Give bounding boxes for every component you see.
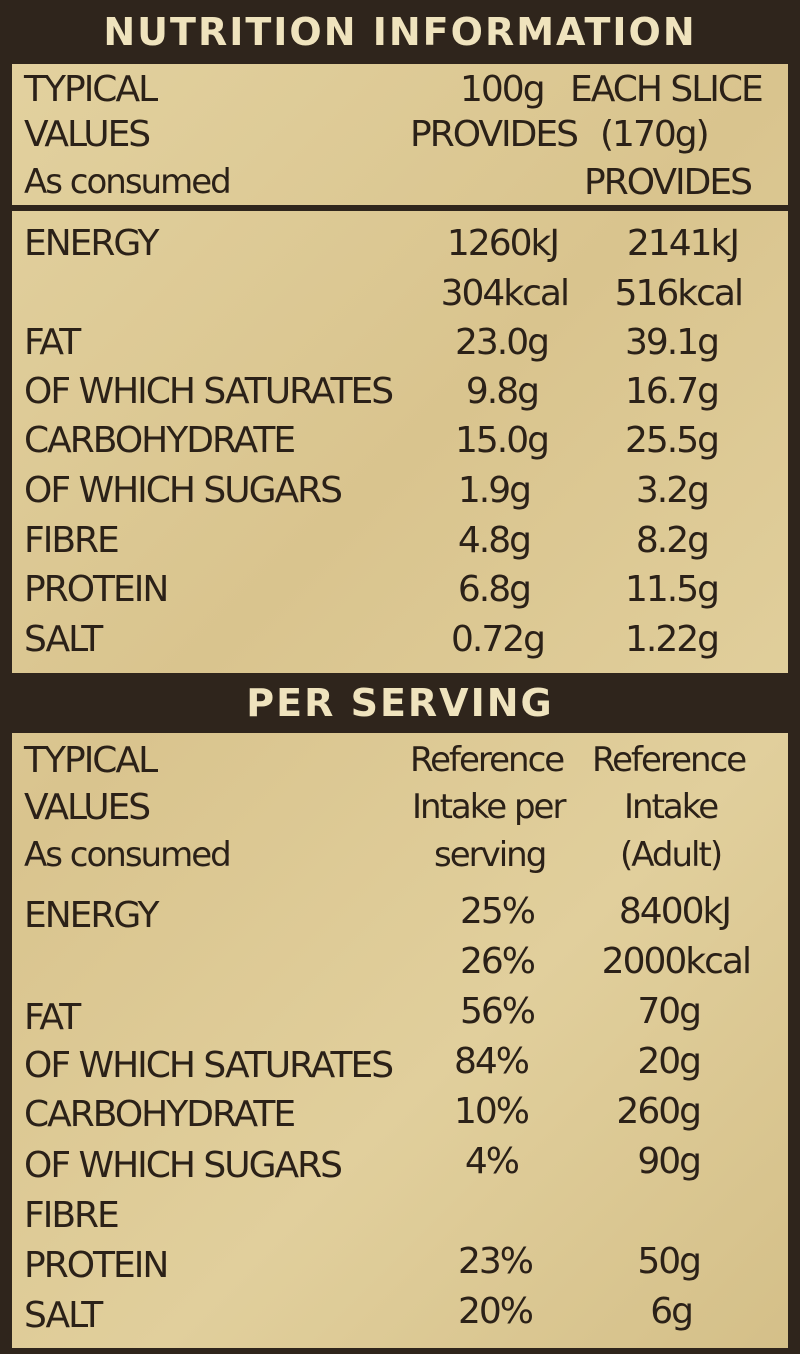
row-per100: 1260kJ — [446, 223, 560, 264]
page-title: NUTRITION INFORMATION — [103, 10, 697, 54]
ps-row-label: FIBRE — [24, 1195, 120, 1236]
row-slice: 516kcal — [614, 273, 744, 314]
row-slice: 2141kJ — [626, 223, 740, 264]
row-per100: 1.9g — [457, 470, 532, 511]
header-divider — [0, 205, 800, 211]
frame-left-bottom — [0, 733, 12, 1354]
ps-row-label: CARBOHYDRATE — [24, 1094, 296, 1135]
frame-right-top — [788, 64, 800, 673]
ps-header-typical: TYPICAL — [24, 740, 158, 781]
ps-row-ref: 50g — [637, 1241, 702, 1282]
row-label: OF WHICH SUGARS — [24, 470, 343, 511]
ps-row-pct: 26% — [459, 941, 536, 982]
ps-header-adult-2: Intake — [624, 787, 719, 827]
header-100g: 100g — [460, 69, 546, 110]
row-per100: 0.72g — [450, 619, 546, 660]
title-bar: NUTRITION INFORMATION — [0, 0, 800, 64]
per-serving-bar: PER SERVING — [0, 673, 800, 733]
ps-row-pct: 20% — [457, 1291, 534, 1332]
row-slice: 8.2g — [635, 520, 710, 561]
ps-row-ref: 6g — [650, 1291, 694, 1332]
ps-row-pct: 10% — [453, 1091, 530, 1132]
row-slice: 39.1g — [624, 322, 720, 363]
ps-row-ref: 90g — [637, 1141, 702, 1182]
row-label: SALT — [24, 619, 103, 660]
header-each-slice: EACH SLICE — [570, 69, 764, 110]
row-label: CARBOHYDRATE — [24, 420, 296, 461]
ps-row-pct: 84% — [453, 1041, 530, 1082]
row-per100: 15.0g — [454, 420, 550, 461]
row-per100: 4.8g — [457, 520, 532, 561]
ps-header-ri-3: serving — [434, 835, 547, 875]
row-slice: 11.5g — [624, 569, 720, 610]
ps-row-pct: 4% — [464, 1141, 520, 1182]
ps-row-ref: 20g — [637, 1041, 702, 1082]
ps-row-label: OF WHICH SUGARS — [24, 1145, 343, 1186]
row-label: FIBRE — [24, 520, 120, 561]
header-slice-weight: (170g) — [600, 114, 710, 155]
ps-row-label: ENERGY — [24, 895, 160, 936]
ps-row-label: OF WHICH SATURATES — [24, 1045, 394, 1086]
ps-header-ri-2: Intake per — [412, 787, 566, 827]
ps-row-pct: 23% — [457, 1241, 534, 1282]
ps-row-ref: 260g — [616, 1091, 702, 1132]
frame-left-top — [0, 64, 12, 673]
ps-row-pct: 25% — [459, 891, 536, 932]
row-per100: 6.8g — [457, 569, 532, 610]
bottom-rule — [0, 1348, 800, 1354]
row-label: ENERGY — [24, 223, 160, 264]
row-label: OF WHICH SATURATES — [24, 371, 394, 412]
header-values: VALUES — [24, 114, 151, 155]
ps-row-label: PROTEIN — [24, 1245, 169, 1286]
ps-header-ri-1: Reference — [410, 740, 565, 780]
header-100g-provides: PROVIDES — [410, 114, 579, 155]
row-label: FAT — [24, 322, 81, 363]
ps-row-label: SALT — [24, 1295, 103, 1336]
row-per100: 9.8g — [465, 371, 540, 412]
row-per100: 23.0g — [454, 322, 550, 363]
section-title: PER SERVING — [246, 681, 554, 725]
ps-header-adult-1: Reference — [592, 740, 747, 780]
ps-row-label: FAT — [24, 997, 81, 1038]
row-slice: 3.2g — [635, 470, 710, 511]
row-slice: 16.7g — [624, 371, 720, 412]
ps-header-values: VALUES — [24, 787, 151, 828]
row-slice: 25.5g — [624, 420, 720, 461]
header-slice-provides: PROVIDES — [584, 162, 753, 203]
ps-row-ref: 70g — [637, 991, 702, 1032]
row-label: PROTEIN — [24, 569, 169, 610]
ps-header-as-consumed: As consumed — [24, 835, 232, 875]
row-slice: 1.22g — [624, 619, 720, 660]
header-as-consumed: As consumed — [24, 162, 232, 202]
frame-right-bottom — [788, 733, 800, 1354]
row-per100: 304kcal — [440, 273, 570, 314]
ps-row-ref: 8400kJ — [618, 891, 732, 932]
ps-row-ref: 2000kcal — [601, 941, 752, 982]
ps-row-pct: 56% — [459, 991, 536, 1032]
ps-header-adult-3: (Adult) — [620, 835, 723, 875]
header-typical: TYPICAL — [24, 69, 158, 110]
